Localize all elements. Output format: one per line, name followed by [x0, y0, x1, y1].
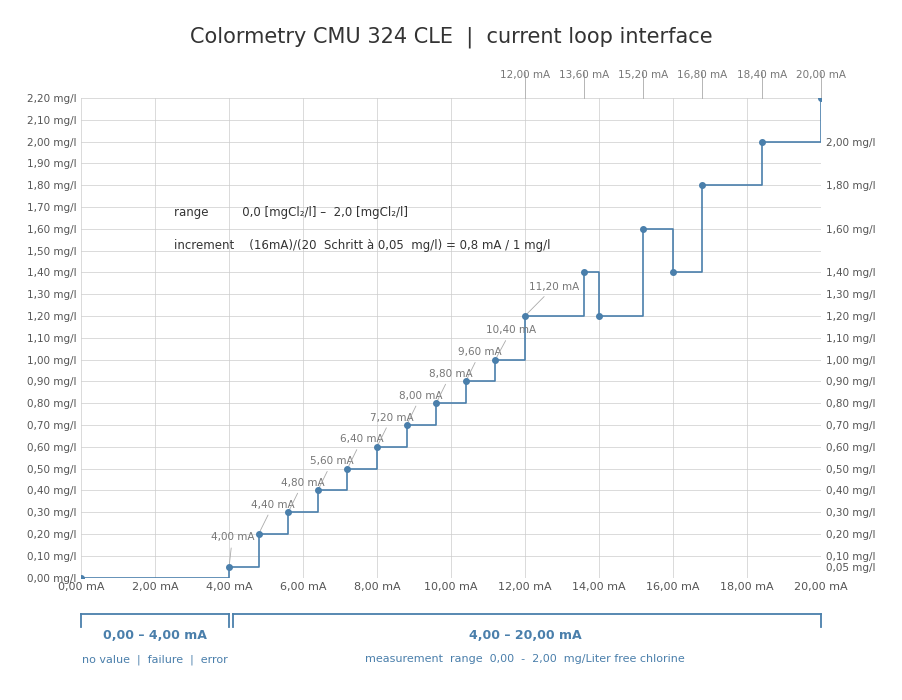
Text: 10,40 mA: 10,40 mA [486, 326, 537, 357]
Text: range         0,0 [mgCl₂/l] –  2,0 [mgCl₂/l]: range 0,0 [mgCl₂/l] – 2,0 [mgCl₂/l] [173, 206, 408, 219]
Text: increment    (16mA)/(20  Schritt à 0,05  mg/l) = 0,8 mA / 1 mg/l: increment (16mA)/(20 Schritt à 0,05 mg/l… [173, 239, 550, 253]
Text: 8,80 mA: 8,80 mA [428, 369, 473, 400]
Text: 4,00 – 20,00 mA: 4,00 – 20,00 mA [469, 629, 581, 643]
Text: 0,00 – 4,00 mA: 0,00 – 4,00 mA [103, 629, 207, 643]
Text: 16,80 mA: 16,80 mA [677, 71, 728, 80]
Text: 6,40 mA: 6,40 mA [340, 435, 383, 466]
Text: 20,00 mA: 20,00 mA [796, 71, 846, 80]
Text: 15,20 mA: 15,20 mA [618, 71, 668, 80]
Text: 13,60 mA: 13,60 mA [559, 71, 609, 80]
Text: 12,00 mA: 12,00 mA [500, 71, 550, 80]
Text: 5,60 mA: 5,60 mA [310, 456, 354, 488]
Text: 9,60 mA: 9,60 mA [458, 347, 502, 379]
Text: 4,40 mA: 4,40 mA [252, 500, 295, 531]
Text: 8,00 mA: 8,00 mA [400, 391, 443, 422]
Text: Colormetry CMU 324 CLE  |  current loop interface: Colormetry CMU 324 CLE | current loop in… [189, 27, 713, 48]
Text: 7,20 mA: 7,20 mA [370, 412, 413, 444]
Text: no value  |  failure  |  error: no value | failure | error [82, 654, 228, 665]
Text: 11,20 mA: 11,20 mA [527, 282, 579, 314]
Text: measurement  range  0,00  -  2,00  mg/Liter free chlorine: measurement range 0,00 - 2,00 mg/Liter f… [365, 654, 685, 664]
Text: 18,40 mA: 18,40 mA [737, 71, 787, 80]
Text: 4,80 mA: 4,80 mA [281, 478, 325, 510]
Text: 4,00 mA: 4,00 mA [211, 533, 254, 564]
